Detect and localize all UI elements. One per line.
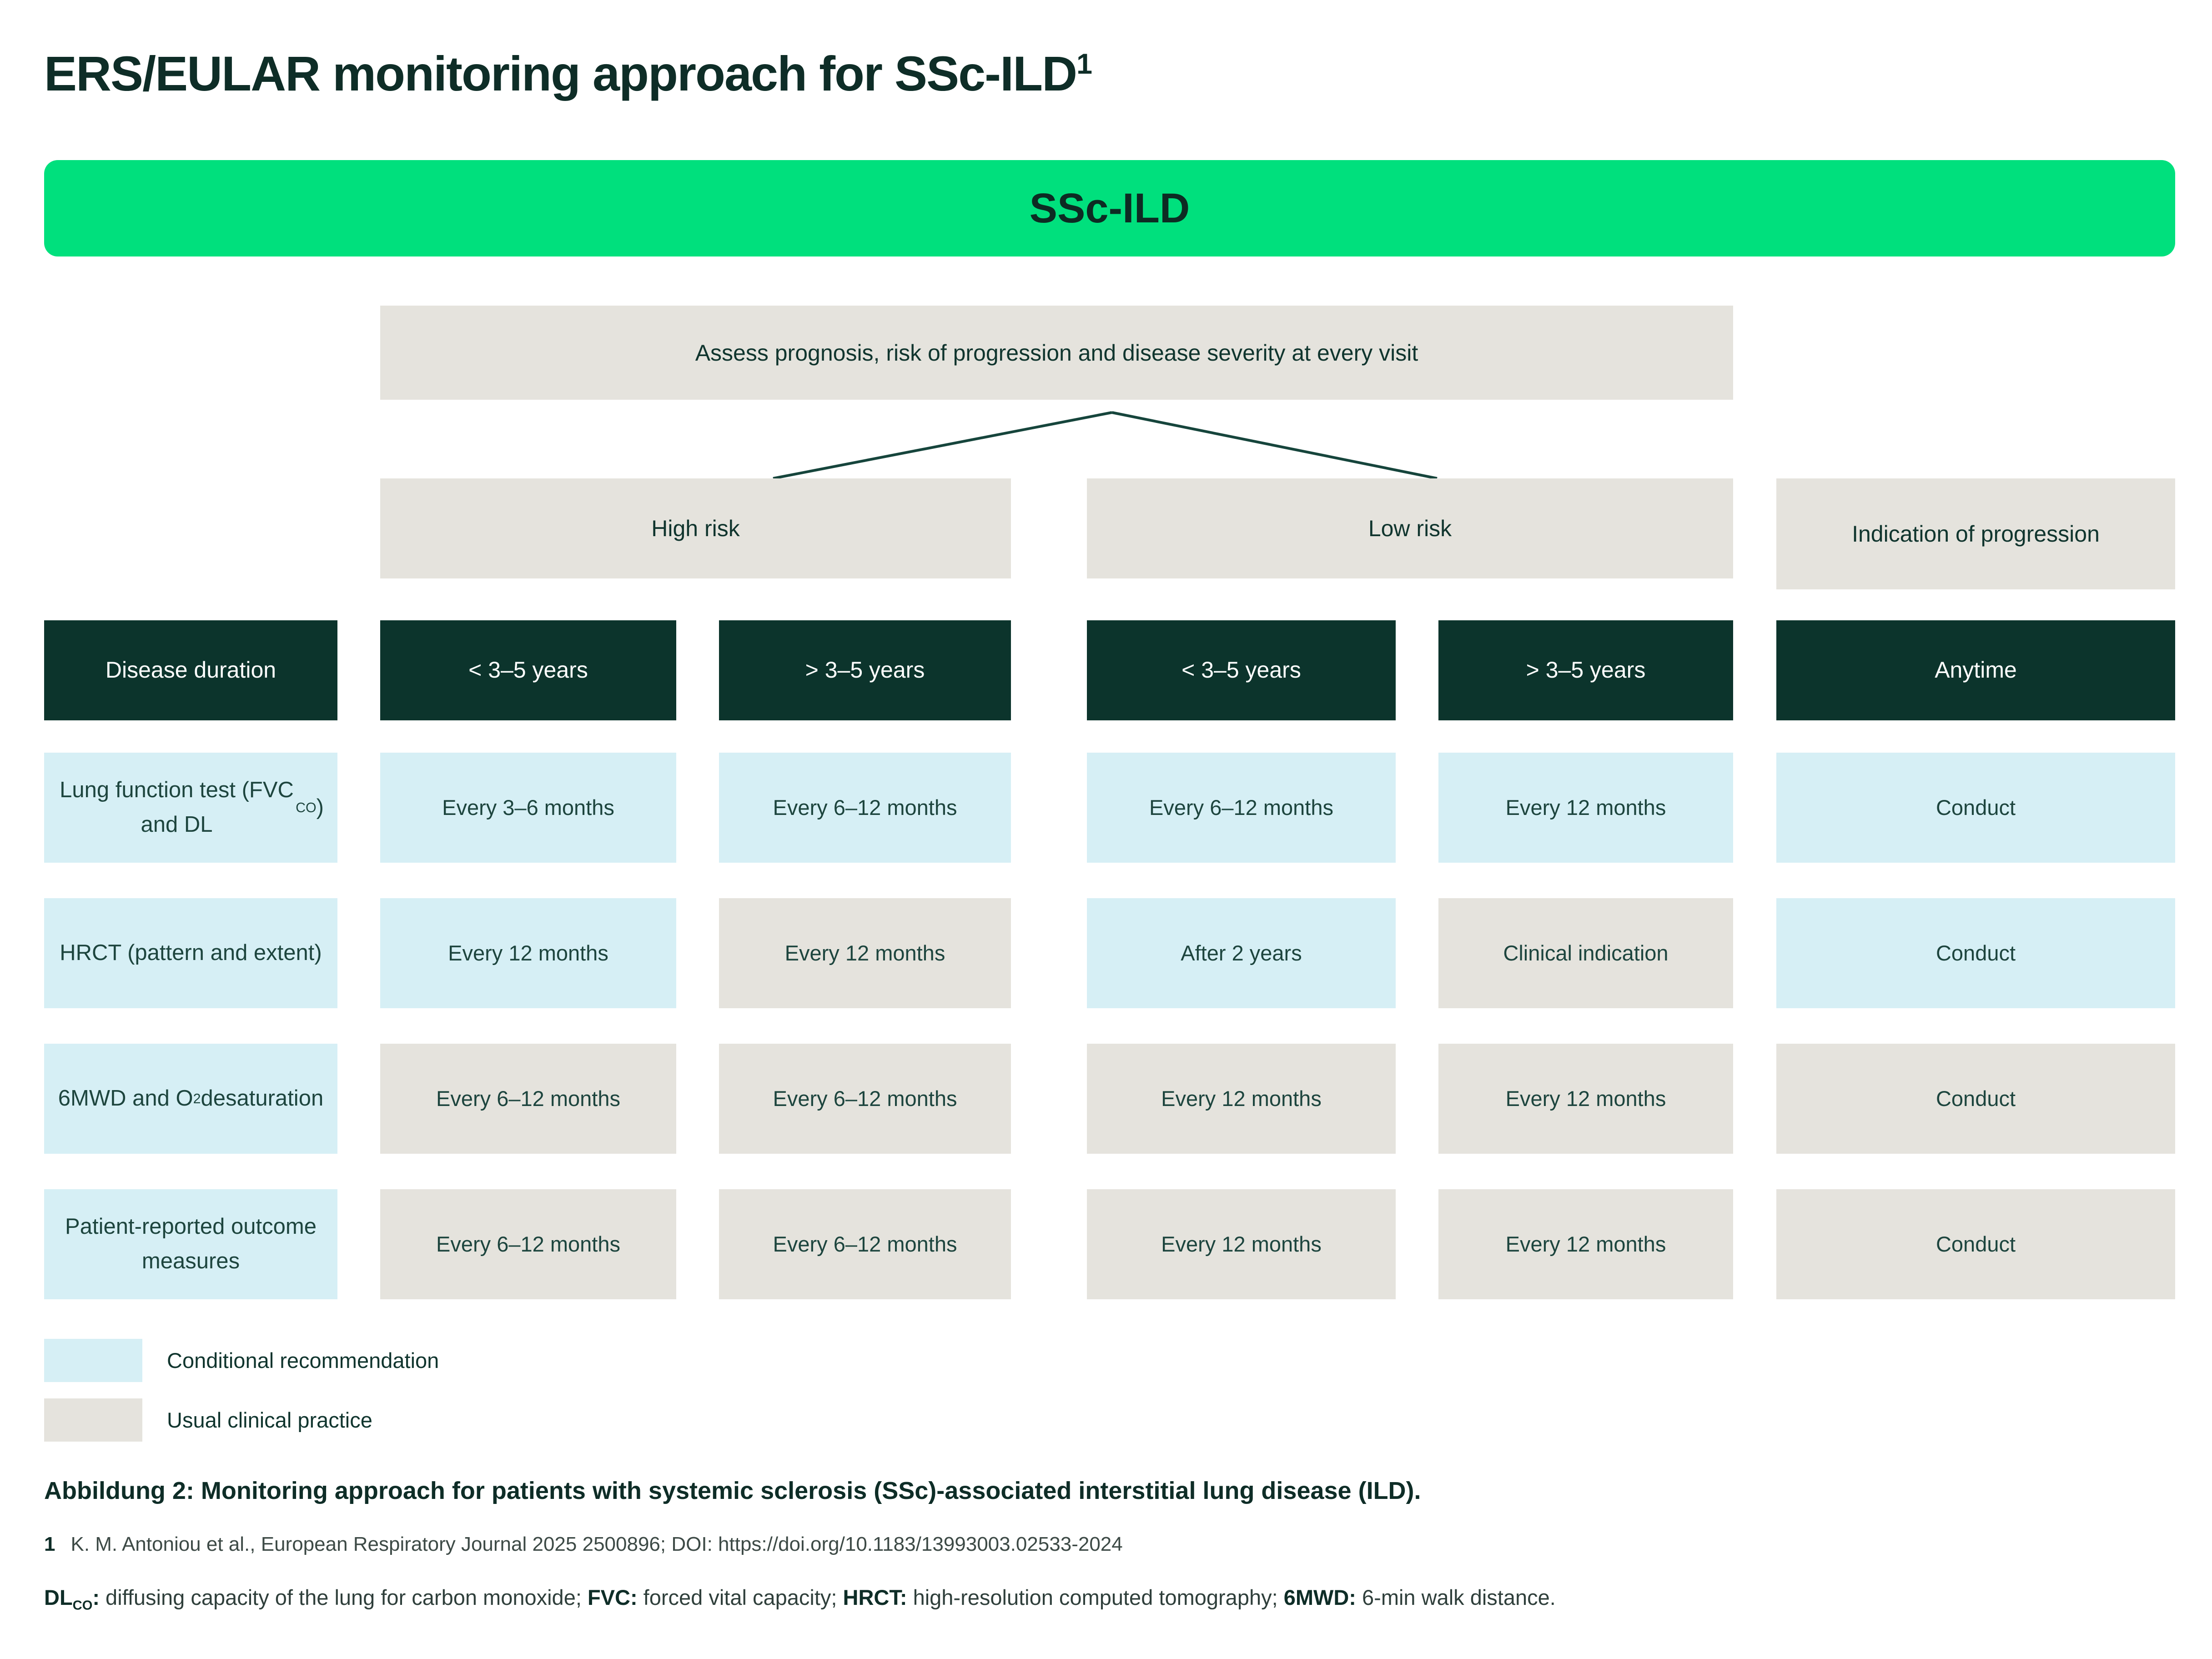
legend-label-conditional: Conditional recommendation <box>167 1348 439 1373</box>
column-header-high-risk-lt-3-5-years: < 3–5 years <box>380 620 676 721</box>
table-cell: Every 3–6 months <box>380 753 676 863</box>
column-header-low-risk-gt-3-5-years: > 3–5 years <box>1438 620 1733 721</box>
table-cell: Conduct <box>1776 1189 2175 1300</box>
page-title-text: ERS/EULAR monitoring approach for SSc-IL… <box>44 46 1077 101</box>
table-cell: Every 12 months <box>1087 1189 1396 1300</box>
table-cell: Every 12 months <box>1438 753 1733 863</box>
column-header-high-risk-gt-3-5-years: > 3–5 years <box>719 620 1011 721</box>
group-high-risk: High risk <box>380 478 1011 579</box>
table-corner-header-disease-duration: Disease duration <box>44 620 337 721</box>
table-cell: Every 12 months <box>719 898 1011 1009</box>
table-cell: Every 6–12 months <box>719 753 1011 863</box>
page-title: ERS/EULAR monitoring approach for SSc-IL… <box>44 0 2175 102</box>
title-footnote-superscript: 1 <box>1076 48 1092 80</box>
column-header-low-risk-lt-3-5-years: < 3–5 years <box>1087 620 1396 721</box>
monitoring-flow-grid: Assess prognosis, risk of progression an… <box>44 306 2175 1300</box>
group-indication-of-progression: Indication of progression <box>1776 478 2175 590</box>
ssc-ild-banner: SSc-ILD <box>44 160 2175 257</box>
table-cell: Conduct <box>1776 1044 2175 1154</box>
legend-item-conditional: Conditional recommendation <box>44 1339 2175 1382</box>
branch-connector-lines <box>773 411 1438 479</box>
ssc-ild-banner-label: SSc-ILD <box>1029 185 1190 231</box>
table-cell: Clinical indication <box>1438 898 1733 1009</box>
legend-item-usual: Usual clinical practice <box>44 1398 2175 1442</box>
table-cell: Every 6–12 months <box>380 1189 676 1300</box>
column-header-anytime: Anytime <box>1776 620 2175 721</box>
legend: Conditional recommendation Usual clinica… <box>44 1339 2175 1442</box>
table-cell: Every 12 months <box>1087 1044 1396 1154</box>
footnote-text: K. M. Antoniou et al., European Respirat… <box>70 1533 1123 1555</box>
table-cell: Every 6–12 months <box>380 1044 676 1154</box>
table-cell: Every 12 months <box>1438 1189 1733 1300</box>
group-low-risk: Low risk <box>1087 478 1733 579</box>
table-cell: Every 6–12 months <box>719 1189 1011 1300</box>
figure-caption: Abbildung 2: Monitoring approach for pat… <box>44 1477 1421 1505</box>
table-cell: Every 6–12 months <box>1087 753 1396 863</box>
abbreviations-line: DLCO: diffusing capacity of the lung for… <box>44 1585 1556 1613</box>
reference-footnote: 1 K. M. Antoniou et al., European Respira… <box>44 1531 2175 1557</box>
legend-label-usual: Usual clinical practice <box>167 1408 372 1433</box>
table-cell: After 2 years <box>1087 898 1396 1009</box>
table-cell: Every 6–12 months <box>719 1044 1011 1154</box>
table-cell: Conduct <box>1776 753 2175 863</box>
row-label: HRCT (pattern and extent) <box>44 898 337 1009</box>
row-label: Patient-reported outcome measures <box>44 1189 337 1300</box>
conditional-recommendation-swatch <box>44 1339 142 1382</box>
row-label: Lung function test (FVC and DL CO) <box>44 753 337 863</box>
table-cell: Every 12 months <box>1438 1044 1733 1154</box>
footnote-marker: 1 <box>44 1533 55 1555</box>
assess-box: Assess prognosis, risk of progression an… <box>380 306 1733 400</box>
table-cell: Every 12 months <box>380 898 676 1009</box>
usual-clinical-practice-swatch <box>44 1398 142 1442</box>
table-cell: Conduct <box>1776 898 2175 1009</box>
